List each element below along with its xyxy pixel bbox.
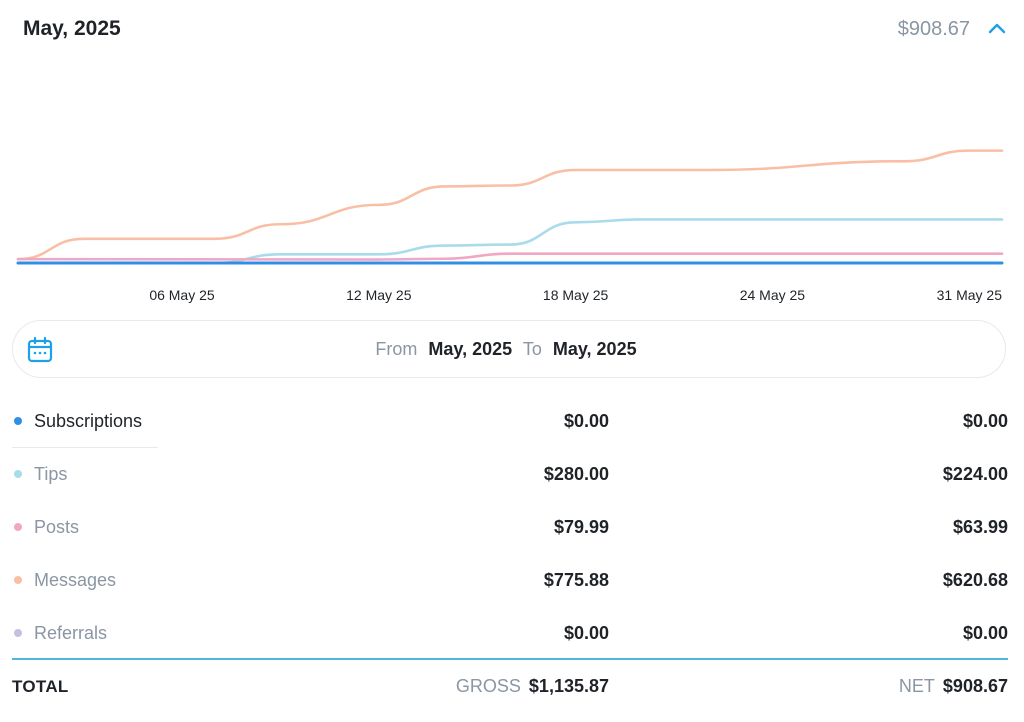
series-line-messages — [16, 149, 1004, 261]
x-tick-label: 24 May 25 — [740, 287, 806, 303]
legend-dot — [14, 523, 22, 531]
gross-amount: $1,135.87 — [528, 676, 609, 696]
row-net: $0.00 — [962, 411, 1008, 431]
legend-dot — [14, 576, 22, 584]
legend-dot — [14, 470, 22, 478]
x-tick-label: 06 May 25 — [149, 287, 215, 303]
row-gross: $0.00 — [563, 623, 609, 643]
row-gross: $0.00 — [563, 411, 609, 431]
date-range-text: From May, 2025 To May, 2025 — [13, 339, 1005, 360]
row-label: Posts — [34, 517, 80, 537]
chevron-up-icon[interactable] — [984, 16, 1010, 42]
row-net: $224.00 — [942, 464, 1008, 484]
row-label: Tips — [34, 464, 68, 484]
row-net: $0.00 — [962, 623, 1008, 643]
total-row: TOTAL GROSS $1,135.87 NET $908.67 — [0, 660, 1024, 712]
row-label: Subscriptions — [34, 411, 143, 431]
total-divider — [12, 658, 1008, 660]
net-tag: NET — [898, 676, 935, 696]
x-tick-label: 31 May 25 — [937, 287, 1003, 303]
total-label: TOTAL — [12, 677, 69, 696]
row-messages[interactable]: Messages $775.88 $620.68 — [0, 554, 1024, 607]
to-value[interactable]: May, 2025 — [552, 339, 637, 359]
row-referrals[interactable]: Referrals $0.00 $0.00 — [0, 607, 1024, 660]
chart-svg: 06 May 25 12 May 25 18 May 25 24 May 25 31 M… — [16, 149, 1004, 303]
legend-dot — [14, 629, 22, 637]
series-line-posts — [16, 252, 1004, 261]
earnings-chart: 06 May 25 12 May 25 18 May 25 24 May 25 31 M… — [0, 60, 1024, 315]
x-tick-label: 18 May 25 — [543, 287, 609, 303]
calendar-icon[interactable] — [25, 335, 55, 365]
row-posts[interactable]: Posts $79.99 $63.99 — [0, 501, 1024, 554]
row-label: Referrals — [34, 623, 108, 643]
from-label: From — [375, 339, 418, 359]
header-total: $908.67 — [897, 18, 970, 40]
row-tips[interactable]: Tips $280.00 $224.00 — [0, 448, 1024, 501]
x-tick-label: 12 May 25 — [346, 287, 412, 303]
earnings-header: May, 2025 $908.67 — [0, 0, 1024, 60]
total-net: NET $908.67 — [899, 676, 1008, 697]
row-gross: $280.00 — [543, 464, 609, 484]
legend-dot — [14, 417, 22, 425]
row-subscriptions[interactable]: Subscriptions $0.00 $0.00 — [0, 395, 1024, 448]
gross-tag: GROSS — [455, 676, 521, 696]
net-amount: $908.67 — [942, 676, 1008, 696]
period-title: May, 2025 — [23, 17, 121, 40]
to-label: To — [522, 339, 542, 359]
series-line-tips — [16, 218, 1004, 265]
date-range-picker[interactable]: From May, 2025 To May, 2025 — [12, 320, 1006, 378]
row-gross: $79.99 — [553, 517, 609, 537]
row-net: $63.99 — [952, 517, 1008, 537]
from-value[interactable]: May, 2025 — [428, 339, 513, 359]
row-gross: $775.88 — [543, 570, 609, 590]
earnings-breakdown: Subscriptions $0.00 $0.00 Tips $280.00 $… — [0, 395, 1024, 660]
row-label: Messages — [34, 570, 117, 590]
row-net: $620.68 — [942, 570, 1008, 590]
total-gross: GROSS $1,135.87 — [456, 676, 609, 697]
